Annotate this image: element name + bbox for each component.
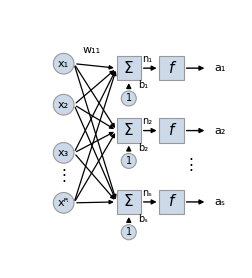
Circle shape — [53, 192, 74, 213]
Text: w₁₁: w₁₁ — [82, 45, 100, 55]
Text: x₁: x₁ — [58, 59, 69, 69]
Bar — [116, 118, 140, 143]
Text: Σ: Σ — [123, 61, 133, 76]
Circle shape — [53, 143, 74, 163]
Bar — [116, 56, 140, 80]
Text: f: f — [168, 61, 174, 76]
Text: 1: 1 — [125, 93, 131, 103]
Text: 1: 1 — [125, 156, 131, 166]
Bar — [159, 118, 183, 143]
Text: a₁: a₁ — [213, 63, 225, 73]
Text: xᴿ: xᴿ — [58, 198, 69, 208]
Text: x₃: x₃ — [58, 148, 69, 158]
Text: a₂: a₂ — [213, 126, 225, 136]
Text: aₛ: aₛ — [213, 197, 225, 207]
Text: ·: · — [188, 164, 193, 179]
Text: nₛ: nₛ — [142, 188, 152, 198]
Circle shape — [53, 94, 74, 115]
Text: ·: · — [188, 153, 193, 168]
Bar — [116, 190, 140, 214]
Text: n₂: n₂ — [142, 116, 152, 126]
Bar — [159, 190, 183, 214]
Circle shape — [121, 225, 136, 240]
Text: Σ: Σ — [123, 194, 133, 209]
Circle shape — [121, 153, 136, 168]
Text: x₂: x₂ — [58, 100, 69, 110]
Bar — [159, 56, 183, 80]
Text: ·: · — [61, 170, 66, 185]
Circle shape — [121, 91, 136, 106]
Text: 1: 1 — [125, 227, 131, 237]
Text: f: f — [168, 194, 174, 209]
Text: b₁: b₁ — [138, 80, 148, 90]
Text: f: f — [168, 123, 174, 138]
Text: b₂: b₂ — [138, 143, 148, 153]
Text: ·: · — [61, 164, 66, 179]
Text: ·: · — [188, 159, 193, 174]
Text: n₁: n₁ — [142, 54, 152, 64]
Text: Σ: Σ — [123, 123, 133, 138]
Circle shape — [53, 53, 74, 74]
Text: bₛ: bₛ — [138, 214, 147, 224]
Text: ·: · — [61, 175, 66, 190]
